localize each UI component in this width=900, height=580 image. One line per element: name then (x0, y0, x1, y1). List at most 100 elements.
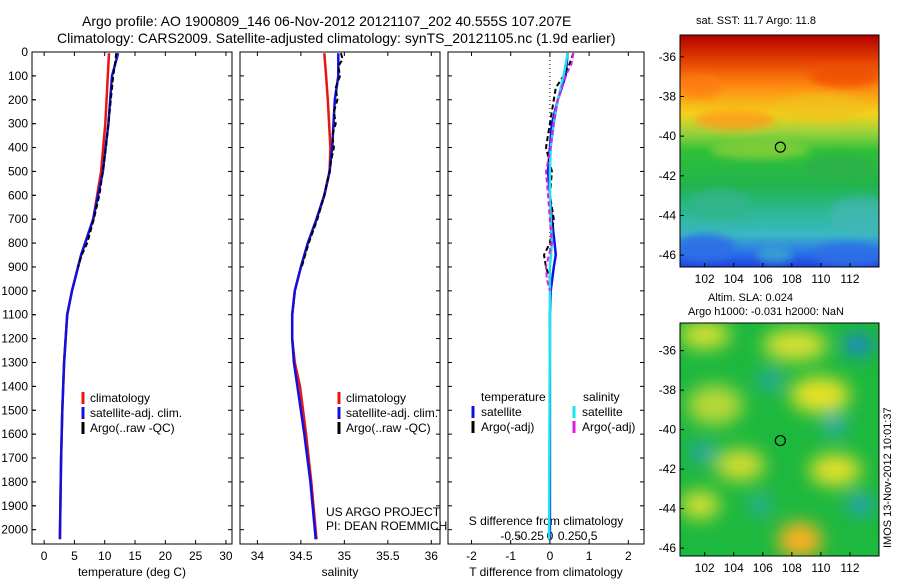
y-tick-label: 1300 (1, 355, 28, 369)
x-tick-label: 35 (338, 549, 352, 563)
map-y-tick-label: -38 (659, 89, 677, 103)
series-t-argo-adj- (542, 52, 575, 291)
side-stamp: IMOS 13-Nov-2012 10:01:37 (882, 407, 894, 548)
y-tick-label: 1200 (1, 332, 28, 346)
series-satellite-adj-clim- (58, 52, 120, 540)
map-y-tick-label: -44 (659, 208, 677, 222)
map-x-tick-label: 112 (840, 561, 859, 575)
map-y-tick-label: -46 (659, 541, 677, 555)
map-y-tick-label: -42 (659, 462, 677, 476)
x-tick-label: 1 (586, 549, 593, 563)
x-tick-label: 15 (128, 549, 142, 563)
map-y-tick-label: -40 (659, 129, 677, 143)
x-tick-label: 34 (251, 549, 265, 563)
s-tick-label: 0.25 (558, 529, 582, 543)
map-y-tick-label: -36 (659, 344, 677, 358)
x-tick-label: 2 (625, 549, 632, 563)
panel-difference-from-climatology: -2 -1 0 1 2T difference from climatology -0.5… (447, 51, 645, 579)
legend-header-salinity: salinity (583, 390, 620, 404)
y-tick-label: 1800 (1, 475, 28, 489)
x-axis-label: T difference from climatology (469, 565, 623, 579)
sla-map-field (680, 323, 879, 556)
map-x-tick-label: 106 (753, 561, 773, 575)
y-tick-label: 700 (8, 212, 28, 226)
y-tick-label: 1900 (1, 499, 28, 513)
s-axis-label: S difference from climatology (469, 514, 624, 528)
y-tick-label: 800 (8, 236, 28, 250)
plot-frame (447, 51, 645, 545)
s-tick-label: 0.5 (581, 529, 598, 543)
legend-label: Argo(-adj) (582, 420, 635, 434)
x-axis-label: temperature (deg C) (78, 565, 186, 579)
map-y-tick-label: -46 (659, 248, 677, 262)
legend-label: satellite-adj. clim. (90, 406, 182, 420)
y-tick-label: 100 (8, 69, 28, 83)
s-tick-label: -0.5 (500, 529, 521, 543)
y-tick-label: 1500 (1, 403, 28, 417)
plot-frame (31, 51, 233, 545)
map-x-tick-label: 108 (782, 272, 802, 286)
series-argo-raw-qc- (300, 52, 344, 268)
legend-label: satellite (582, 405, 623, 419)
map-x-tick-label: 102 (695, 272, 715, 286)
map-x-tick-label: 102 (695, 561, 715, 575)
s-tick-label: -0.25 (517, 529, 545, 543)
y-tick-label: 0 (21, 45, 28, 59)
project-annotation: US ARGO PROJECT (326, 505, 441, 519)
map-y-tick-label: -38 (659, 383, 677, 397)
x-axis-label: salinity (322, 565, 359, 579)
map-axes-3: 102 104 106 108 110 112 -36 -38 -40 -42 -44 -46 (659, 50, 860, 286)
y-tick-label: 1400 (1, 379, 28, 393)
sla-map (679, 322, 880, 557)
map-x-tick-label: 106 (753, 272, 773, 286)
x-tick-label: 30 (219, 549, 233, 563)
y-tick-label: 2000 (1, 523, 28, 537)
figure-title-line1: Argo profile: AO 1900809_146 06-Nov-2012… (82, 13, 572, 29)
map-x-tick-label: 110 (811, 272, 830, 286)
y-tick-label: 1700 (1, 451, 28, 465)
x-tick-label: 34.5 (289, 549, 313, 563)
y-tick-label: 500 (8, 164, 28, 178)
map-x-tick-label: 110 (811, 561, 830, 575)
map-x-tick-label: 104 (724, 272, 744, 286)
x-tick-label: -1 (505, 549, 516, 563)
x-tick-label: 5 (71, 549, 78, 563)
plot-frame (239, 51, 441, 545)
x-tick-label: 35.5 (376, 549, 400, 563)
y-tick-label: 600 (8, 188, 28, 202)
legend-label: climatology (90, 391, 150, 405)
y-tick-label: 1000 (1, 284, 28, 298)
y-tick-label: 400 (8, 141, 28, 155)
x-tick-label: 0 (547, 549, 554, 563)
x-tick-label: 10 (98, 549, 112, 563)
panel-salinity: 34 34.5 35 35.5 36 salinity (239, 51, 441, 579)
sla-map-frame (679, 322, 880, 557)
sla-map-title: Altim. SLA: 0.024 (708, 292, 793, 304)
x-tick-label: -2 (466, 549, 477, 563)
map-y-tick-label: -42 (659, 169, 677, 183)
sst-map-title: sat. SST: 11.7 Argo: 11.8 (696, 15, 816, 27)
argo-position-marker (774, 141, 786, 153)
legend-label: satellite (481, 405, 522, 419)
legend-label: climatology (346, 391, 406, 405)
x-tick-label: 20 (159, 549, 173, 563)
series-s-argo-adj- (544, 53, 575, 292)
legend-label: Argo(..raw -QC) (90, 421, 175, 435)
legend-label: Argo(..raw -QC) (346, 421, 431, 435)
legend-header-temperature: temperature (481, 390, 546, 404)
x-tick-label: 36 (425, 549, 439, 563)
x-tick-label: 0 (41, 549, 48, 563)
figure-title-line2: Climatology: CARS2009. Satellite-adjuste… (57, 30, 616, 46)
sla-map-texture (680, 323, 872, 556)
map-x-tick-label: 112 (840, 272, 859, 286)
sst-map-frame (679, 34, 880, 268)
panel-temperature: 0100200300400500600700800900100011001200… (1, 45, 233, 579)
y-tick-label: 900 (8, 260, 28, 274)
map-x-tick-label: 104 (724, 561, 744, 575)
map-y-tick-label: -44 (659, 502, 677, 516)
x-tick-label: 25 (189, 549, 203, 563)
argo-position-marker (774, 434, 786, 447)
y-tick-label: 300 (8, 117, 28, 131)
y-tick-label: 200 (8, 93, 28, 107)
